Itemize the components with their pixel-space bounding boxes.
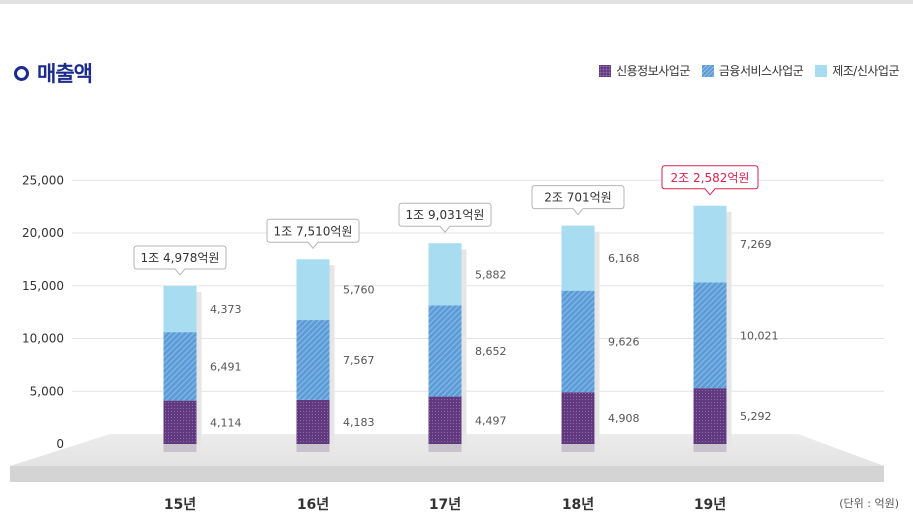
total-callout-highlight: 2조 2,582억원 [661, 165, 759, 196]
segment-value-label: 5,882 [475, 268, 507, 281]
bar-reflection [428, 444, 462, 452]
total-label: 2조 701억원 [544, 191, 611, 205]
bar-segment-manufacturing [428, 243, 462, 306]
segment-value-label: 10,021 [740, 329, 779, 342]
total-callout: 1조 4,978억원 [133, 245, 227, 276]
bar-segment-manufacturing [163, 285, 197, 333]
section-title: 매출액 [14, 58, 93, 88]
bar-segment-finance [428, 305, 462, 397]
callout-bubble [398, 202, 492, 234]
chart-legend: 신용정보사업군 금융서비스사업군 제조/신사업군 [587, 62, 899, 79]
total-label: 1조 4,978억원 [141, 251, 220, 265]
segment-value-label: 9,626 [608, 335, 640, 348]
legend-item-finance: 금융서비스사업군 [701, 62, 804, 79]
bar-segment-manufacturing [296, 259, 330, 321]
y-tick-label: 20,000 [22, 226, 64, 240]
x-tick-label: 19년 [694, 497, 726, 513]
segment-value-label: 7,269 [740, 238, 772, 251]
legend-label-credit: 신용정보사업군 [616, 64, 690, 78]
y-tick-label: 10,000 [22, 332, 64, 346]
segment-value-label: 4,114 [210, 416, 242, 429]
bar-segment-credit [693, 388, 727, 444]
callout-bubble [133, 245, 227, 276]
segment-value-label: 6,491 [210, 360, 242, 373]
legend-swatch-manufacturing [815, 64, 828, 77]
segment-value-label: 4,183 [343, 416, 375, 429]
segment-value-label: 5,760 [343, 284, 375, 297]
legend-swatch-credit [599, 64, 612, 77]
y-tick-label: 0 [56, 437, 64, 451]
callout-bubble [531, 185, 625, 216]
legend-label-manufacturing: 제조/신사업군 [832, 64, 899, 78]
bar-segment-finance [163, 332, 197, 401]
bar-segment-finance [561, 290, 595, 393]
x-tick-label: 18년 [562, 497, 594, 513]
bar-segment-credit [296, 399, 330, 444]
x-tick-label: 15년 [164, 497, 196, 513]
segment-value-label: 8,652 [475, 345, 507, 358]
top-divider [0, 0, 913, 4]
bar-reflection [561, 444, 595, 452]
y-tick-label: 5,000 [30, 384, 64, 398]
chart-floor-edge [10, 466, 884, 482]
bar-shadow [196, 291, 202, 446]
bar-segment-credit [163, 400, 197, 444]
unit-label: (단위 : 억원) [839, 497, 899, 510]
bar-segment-finance [693, 282, 727, 389]
bar-shadow [329, 265, 335, 446]
total-callout: 1조 7,510억원 [266, 218, 360, 250]
page-title: 매출액 [37, 62, 93, 86]
bar-reflection [163, 444, 197, 452]
legend-item-credit: 신용정보사업군 [599, 62, 690, 79]
total-label: 1조 9,031억원 [406, 208, 485, 222]
total-callout: 2조 701억원 [531, 185, 625, 216]
bar-shadow [594, 231, 600, 446]
callout-bubble [266, 218, 360, 250]
segment-value-label: 6,168 [608, 252, 640, 265]
x-tick-label: 16년 [297, 497, 329, 513]
y-tick-label: 25,000 [22, 173, 64, 187]
bar-segment-credit [561, 392, 595, 444]
bar-segment-manufacturing [561, 225, 595, 291]
circle-bullet-icon [14, 65, 29, 81]
bar-shadow [726, 211, 732, 446]
segment-value-label: 4,497 [475, 414, 507, 427]
segment-value-label: 7,567 [343, 354, 375, 367]
legend-item-manufacturing: 제조/신사업군 [815, 62, 899, 79]
x-tick-label: 17년 [429, 497, 461, 513]
segment-value-label: 4,373 [210, 303, 242, 316]
bar-segment-credit [428, 396, 462, 444]
total-label: 1조 7,510억원 [274, 224, 353, 238]
total-label: 2조 2,582억원 [671, 171, 750, 185]
bar-shadow [461, 249, 467, 446]
segment-value-label: 4,908 [608, 412, 640, 425]
callout-bubble [661, 165, 759, 196]
bar-reflection [693, 444, 727, 452]
total-callout: 1조 9,031억원 [398, 202, 492, 234]
segment-value-label: 5,292 [740, 410, 772, 423]
bar-reflection [296, 444, 330, 452]
bar-segment-finance [296, 320, 330, 400]
bar-segment-manufacturing [693, 205, 727, 283]
legend-swatch-finance [701, 64, 714, 77]
legend-label-finance: 금융서비스사업군 [718, 64, 804, 78]
y-tick-label: 15,000 [22, 279, 64, 293]
